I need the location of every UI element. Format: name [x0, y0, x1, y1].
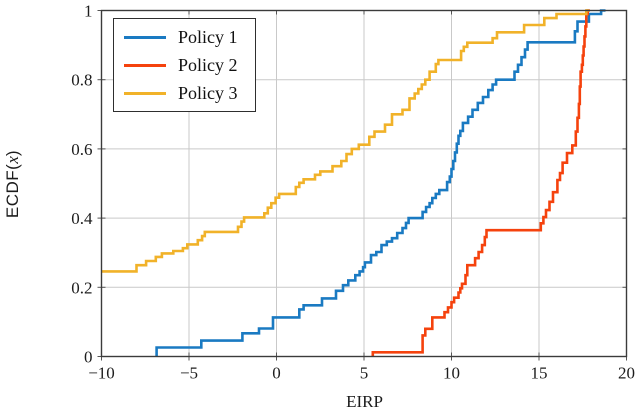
legend: Policy 1 Policy 2 Policy 3: [113, 18, 256, 112]
x-tick-label: 20: [618, 364, 635, 383]
x-axis-label: EIRP: [346, 392, 383, 411]
legend-label-policy-1: Policy 1: [178, 27, 238, 47]
y-axis-label-var: x: [3, 156, 22, 164]
ecdf-series-policy-2: [371, 9, 590, 357]
x-tick-label: 15: [531, 364, 548, 383]
y-tick-label: 1: [84, 2, 93, 21]
y-tick-label: 0: [84, 348, 93, 367]
y-axis-label: ECDF(x): [3, 99, 23, 269]
legend-swatch-policy-2: [124, 63, 166, 67]
legend-item-policy-3: Policy 3: [114, 80, 255, 106]
x-tick-label: −5: [180, 364, 198, 383]
legend-label-policy-2: Policy 2: [178, 55, 238, 75]
legend-label-policy-3: Policy 3: [178, 83, 238, 103]
y-tick-label: 0.4: [71, 209, 93, 228]
y-tick-label: 0.8: [71, 71, 92, 90]
y-axis-label-suffix: ): [3, 149, 22, 157]
ecdf-series-policy-1: [155, 9, 606, 357]
legend-item-policy-2: Policy 2: [114, 52, 255, 78]
legend-swatch-policy-1: [124, 35, 166, 39]
ecdf-series-policy-3: [101, 9, 589, 273]
legend-item-policy-1: Policy 1: [114, 24, 255, 50]
x-tick-label: 10: [443, 364, 460, 383]
x-tick-label: 0: [272, 364, 281, 383]
y-axis-label-prefix: ECDF(: [3, 163, 22, 219]
x-tick-label: 5: [360, 364, 369, 383]
y-tick-label: 0.2: [71, 278, 92, 297]
y-tick-label: 0.6: [71, 140, 92, 159]
legend-swatch-policy-3: [124, 91, 166, 95]
axis-frame: [100, 9, 628, 358]
x-tick-label: −10: [88, 364, 115, 383]
